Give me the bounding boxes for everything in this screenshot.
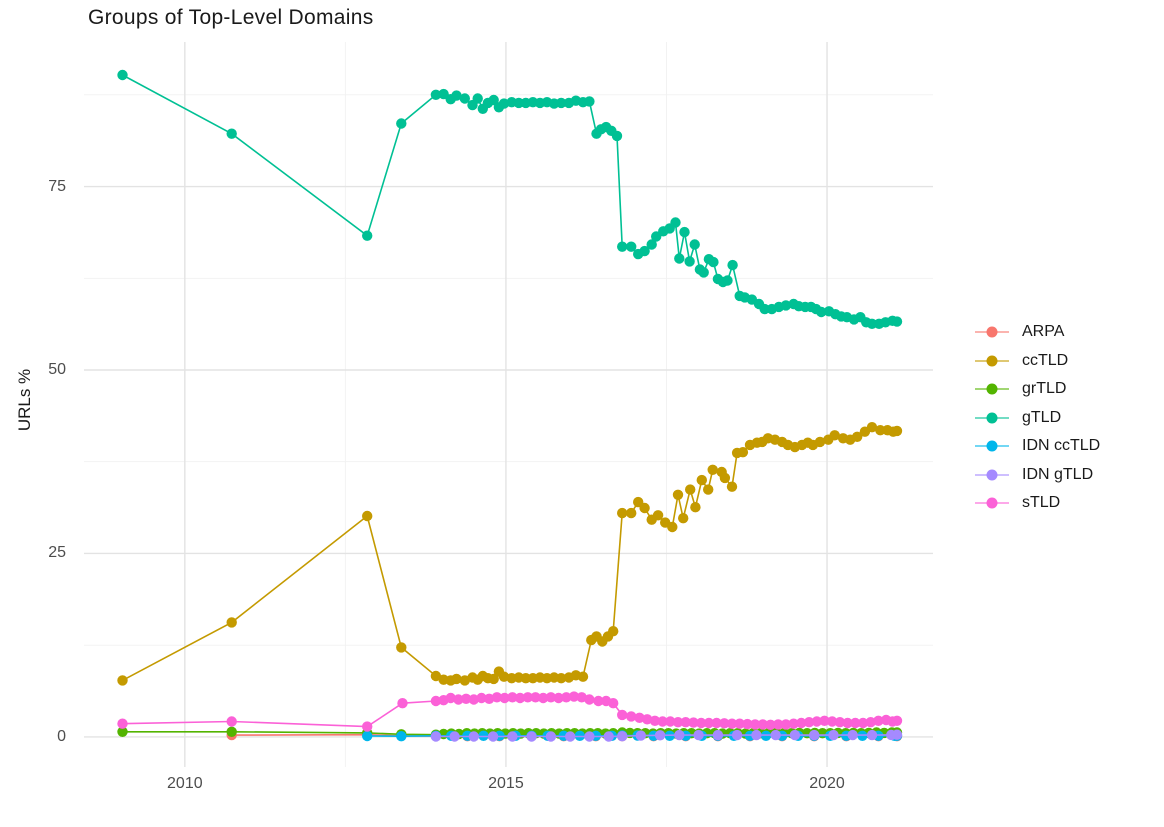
legend-item-gtld: gTLD	[975, 404, 1100, 433]
series-gtld-line	[122, 74, 898, 325]
legend-label: IDN gTLD	[1022, 465, 1094, 483]
legend-key-icon	[975, 467, 1009, 483]
legend-label: ccTLD	[1022, 351, 1069, 369]
series-stld-points	[117, 691, 903, 732]
legend-item-arpa: ARPA	[975, 318, 1100, 347]
series-gtld-points	[117, 69, 903, 329]
gridlines-major	[84, 42, 933, 767]
legend-key-icon	[975, 410, 1009, 426]
y-tick-label: 75	[48, 177, 66, 195]
legend-key-icon	[975, 353, 1009, 369]
series-stld	[117, 691, 903, 732]
x-tick-label: 2010	[167, 775, 203, 792]
gridlines-minor	[84, 42, 933, 767]
legend-label: ARPA	[1022, 323, 1065, 341]
series-idn-gtld	[430, 729, 903, 742]
legend-item-grtld: grTLD	[975, 375, 1100, 404]
series-idn-gtld-points	[430, 729, 903, 742]
legend-key-icon	[975, 495, 1009, 511]
legend-item-idn-cctld: IDN ccTLD	[975, 432, 1100, 461]
legend-label: sTLD	[1022, 494, 1061, 512]
legend-label: grTLD	[1022, 380, 1067, 398]
legend-item-idn-gtld: IDN gTLD	[975, 461, 1100, 490]
legend: ARPA ccTLD grTLD gTLD IDN ccTLD IDN gTLD…	[975, 318, 1100, 518]
legend-label: gTLD	[1022, 408, 1062, 426]
y-tick-label: 50	[48, 361, 66, 378]
y-tick-label: 25	[48, 544, 66, 562]
y-tick-label: 0	[57, 727, 66, 745]
x-tick-label: 2020	[809, 775, 845, 792]
legend-label: IDN ccTLD	[1022, 437, 1101, 455]
legend-key-icon	[975, 381, 1009, 397]
legend-item-stld: sTLD	[975, 489, 1100, 518]
chart-title: Groups of Top-Level Domains	[88, 6, 374, 29]
legend-item-cctld: ccTLD	[975, 347, 1100, 376]
series-gtld	[117, 69, 903, 329]
series-cctld	[117, 422, 903, 686]
series-cctld-points	[117, 422, 903, 686]
legend-key-icon	[975, 438, 1009, 454]
x-tick-label: 2015	[488, 775, 524, 792]
legend-key-icon	[975, 324, 1009, 340]
